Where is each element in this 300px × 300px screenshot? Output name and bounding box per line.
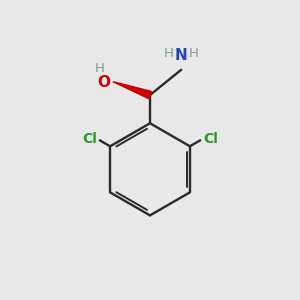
Text: H: H (164, 47, 174, 61)
Text: H: H (94, 62, 104, 75)
Text: H: H (189, 47, 199, 61)
Polygon shape (113, 82, 151, 99)
Text: O: O (97, 75, 110, 90)
Text: Cl: Cl (203, 132, 218, 146)
Text: Cl: Cl (82, 132, 97, 146)
Text: N: N (175, 48, 188, 63)
